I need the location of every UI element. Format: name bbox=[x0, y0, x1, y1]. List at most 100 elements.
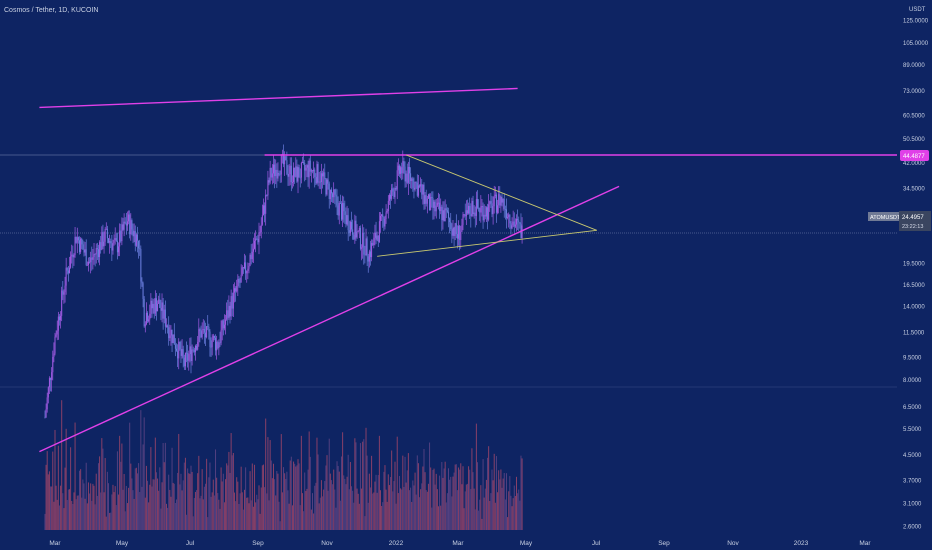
volume-bar bbox=[74, 422, 76, 530]
volume-bar bbox=[106, 471, 108, 530]
candle-body bbox=[352, 229, 354, 235]
volume-bar bbox=[226, 463, 228, 530]
candle-body bbox=[178, 341, 180, 359]
candle-body bbox=[116, 240, 118, 253]
triangle-bottom-line[interactable] bbox=[377, 229, 597, 257]
candle-body bbox=[443, 210, 445, 222]
candle-body bbox=[111, 243, 113, 251]
candle-body bbox=[123, 221, 125, 230]
y-tick-label: 8.0000 bbox=[903, 378, 922, 384]
volume-bar bbox=[129, 422, 131, 530]
candle-body bbox=[509, 214, 511, 224]
candle-body bbox=[359, 227, 361, 249]
candle-body bbox=[414, 181, 416, 190]
candle-body bbox=[479, 208, 481, 213]
volume-bar bbox=[466, 483, 468, 530]
candle-body bbox=[493, 196, 495, 207]
support-trendline-line[interactable] bbox=[39, 185, 620, 453]
volume-bar bbox=[257, 499, 259, 530]
candle-body bbox=[378, 221, 380, 242]
volume-bar bbox=[325, 465, 327, 530]
candle-body bbox=[249, 254, 251, 266]
volume-bar bbox=[348, 489, 350, 530]
volume-bar bbox=[317, 454, 319, 530]
volume-bar bbox=[158, 490, 160, 530]
volume-bar bbox=[187, 468, 189, 530]
volume-bar bbox=[352, 490, 354, 530]
candle-body bbox=[211, 340, 213, 348]
volume-bar bbox=[371, 455, 373, 530]
candle-body bbox=[97, 249, 99, 258]
candle-body bbox=[304, 163, 306, 171]
candle-body bbox=[502, 199, 504, 203]
candle-body bbox=[320, 173, 322, 183]
volume-bar bbox=[393, 481, 395, 530]
volume-bar bbox=[120, 461, 122, 530]
volume-bar bbox=[288, 503, 290, 530]
triangle-top-line[interactable] bbox=[405, 154, 597, 231]
candle-body bbox=[465, 210, 467, 217]
volume-bar bbox=[128, 487, 130, 530]
volume-bar bbox=[476, 462, 478, 530]
candle-body bbox=[95, 248, 97, 255]
price-axis[interactable]: 125.0000 105.0000 89.0000 73.0000 60.5000 50.… bbox=[903, 18, 929, 530]
candle-body bbox=[60, 315, 62, 321]
volume-bar bbox=[256, 494, 258, 530]
volume-bar bbox=[210, 496, 212, 530]
candle-body bbox=[83, 249, 85, 253]
candle-body bbox=[169, 335, 171, 339]
candle-body bbox=[491, 203, 493, 215]
candle-body bbox=[46, 397, 48, 410]
candle-body bbox=[237, 278, 239, 286]
candle-body bbox=[120, 230, 122, 242]
volume-bar bbox=[335, 507, 337, 530]
time-axis[interactable]: Mar May Jul Sep Nov 2022 Mar May Jul Sep Nov 2023 Ma… bbox=[49, 540, 871, 547]
candle-body bbox=[150, 300, 152, 314]
volume-bar bbox=[53, 501, 55, 530]
candle-body bbox=[384, 218, 386, 227]
volume-bar bbox=[338, 471, 340, 530]
candle-body bbox=[503, 199, 505, 209]
volume-bar bbox=[287, 490, 289, 530]
volume-bar bbox=[413, 485, 415, 530]
volume-bar bbox=[196, 490, 198, 530]
candle-body bbox=[87, 261, 89, 266]
volume-bar bbox=[163, 462, 165, 530]
candle-body bbox=[401, 167, 403, 174]
volume-bar bbox=[500, 469, 502, 530]
volume-bar bbox=[373, 492, 375, 530]
candle-body bbox=[75, 236, 77, 243]
volume-bar bbox=[101, 438, 103, 530]
volume-bar bbox=[313, 513, 315, 530]
volume-bar bbox=[191, 471, 193, 530]
volume-bar bbox=[504, 499, 506, 530]
candle-body bbox=[228, 305, 230, 318]
volume-bar bbox=[469, 469, 471, 530]
volume-bar bbox=[452, 476, 454, 530]
upper-channel-line[interactable] bbox=[39, 87, 518, 109]
x-tick-label: Mar bbox=[49, 540, 61, 547]
candle-body bbox=[67, 270, 69, 274]
candle-body bbox=[148, 319, 150, 322]
candle-body bbox=[218, 342, 220, 349]
candle-body bbox=[267, 180, 269, 196]
volume-bar bbox=[304, 472, 306, 530]
volume-bar bbox=[172, 482, 174, 530]
candle-body bbox=[470, 213, 472, 217]
volume-bar bbox=[424, 472, 426, 530]
drawn-lines[interactable] bbox=[39, 87, 903, 453]
volume-bar bbox=[501, 487, 503, 530]
volume-bar bbox=[410, 487, 412, 530]
candle-body bbox=[357, 231, 359, 232]
candle-body bbox=[168, 327, 170, 339]
volume-bar bbox=[384, 465, 386, 530]
candle-body bbox=[511, 225, 513, 229]
candle-body bbox=[279, 174, 281, 176]
volume-bar bbox=[112, 484, 114, 530]
candle-body bbox=[109, 241, 111, 243]
candle-body bbox=[229, 305, 231, 317]
candle-body bbox=[72, 254, 74, 258]
candle-body bbox=[251, 251, 253, 260]
